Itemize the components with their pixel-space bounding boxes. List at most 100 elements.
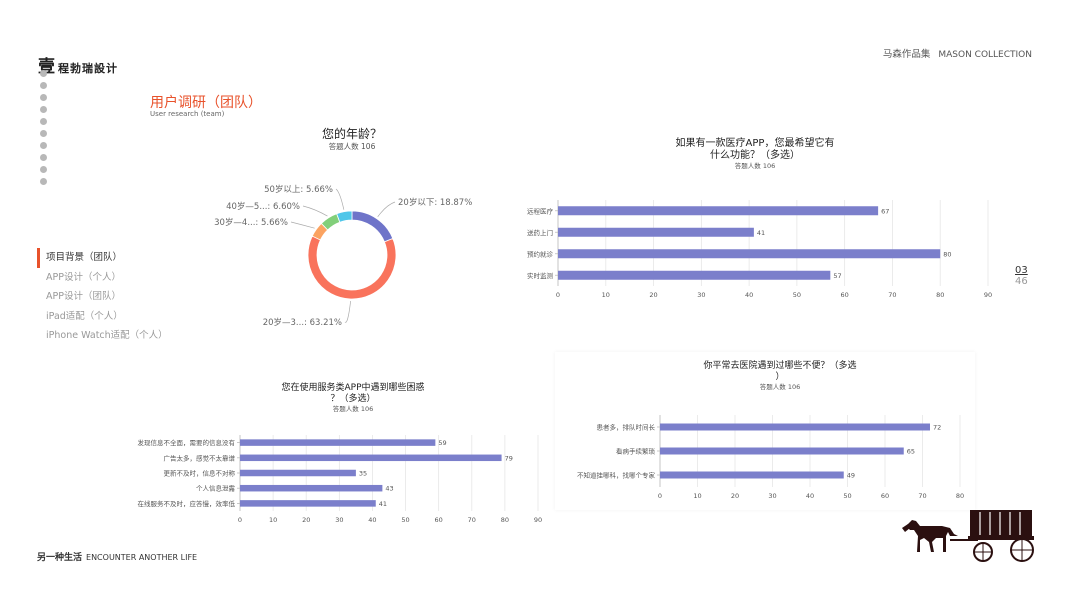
bar-0 xyxy=(558,206,879,216)
footer-cn: 另一种生活 xyxy=(37,553,83,563)
horse-carriage-illustration xyxy=(902,510,1034,562)
bar-2 xyxy=(240,469,356,477)
page-total: 46 xyxy=(1015,276,1028,287)
hospital-bar-chart: 0 10 20 30 40 50 60 70 80 患者多，排队时间长 72 看病手续繁琐 65 不知道挂… xyxy=(577,415,964,500)
feature-chart-heading-2: 什么功能？（多选） xyxy=(710,150,800,161)
value-label-1: 65 xyxy=(907,448,915,456)
donut-label-0: 20岁以下: 18.87% xyxy=(398,197,472,208)
brand-cn: 马森作品集 xyxy=(882,49,931,60)
nav-item-watch[interactable]: iPhone Watch适配（个人） xyxy=(46,330,168,341)
decorative-dots xyxy=(40,70,48,190)
x-tick-label-6: 60 xyxy=(435,516,443,524)
logo: 壹程勃瑞設计 xyxy=(38,52,118,77)
x-tick-label-2: 20 xyxy=(302,516,310,524)
logo-text: 程勃瑞設计 xyxy=(58,62,118,75)
category-label-1: 广告太多，感觉不太靠谱 xyxy=(164,453,236,462)
value-label-2: 80 xyxy=(943,250,951,258)
category-label-2: 预约就诊 xyxy=(527,249,554,258)
feature-chart-respondents: 答题人数 106 xyxy=(734,162,776,170)
page-subtitle: User research (team) xyxy=(150,110,225,118)
brand-en: MASON COLLECTION xyxy=(938,50,1032,60)
bar-2 xyxy=(558,249,941,259)
x-tick-label-0: 0 xyxy=(238,516,242,524)
x-tick-label-3: 30 xyxy=(697,291,705,299)
bar-2 xyxy=(660,471,844,479)
value-label-1: 79 xyxy=(505,454,513,462)
confusion-chart-heading-1: 您在使用服务类APP中遇到哪些困惑 xyxy=(281,383,425,393)
x-tick-label-6: 60 xyxy=(881,492,889,500)
hospital-chart-heading-1: 你平常去医院遇到过哪些不便？（多选 xyxy=(703,361,857,371)
donut-label-3: 40岁—5...: 6.60% xyxy=(226,201,300,212)
value-label-4: 41 xyxy=(379,500,387,508)
feature-chart-heading-1: 如果有一款医疗APP，您最希望它有 xyxy=(675,138,835,149)
age-chart-title: 您的年龄？ 答题人数 106 xyxy=(252,127,452,151)
x-tick-label-5: 50 xyxy=(793,291,801,299)
bar-1 xyxy=(660,447,904,455)
donut-label-2: 30岁—4...: 5.66% xyxy=(214,217,288,228)
category-label-0: 患者多，排队时间长 xyxy=(597,423,656,432)
x-tick-label-5: 50 xyxy=(401,516,409,524)
x-tick-label-0: 0 xyxy=(658,492,662,500)
nav-item-ipad[interactable]: iPad适配（个人） xyxy=(46,310,123,322)
hospital-panel xyxy=(555,352,975,510)
x-tick-label-8: 80 xyxy=(501,516,509,524)
value-label-2: 49 xyxy=(847,472,855,480)
donut-slice-1 xyxy=(307,235,397,300)
footer-slogan: 另一种生活 ENCOUNTER ANOTHER LIFE xyxy=(37,550,197,563)
page-current[interactable]: 03 xyxy=(1015,265,1028,276)
nav-item-app-personal[interactable]: APP设计（个人） xyxy=(46,271,121,283)
x-tick-label-7: 70 xyxy=(918,492,926,500)
donut-leader-0 xyxy=(377,201,396,218)
x-tick-label-1: 10 xyxy=(693,492,701,500)
category-label-1: 看病手续繁琐 xyxy=(616,447,656,456)
bar-3 xyxy=(240,484,383,492)
donut-leader-2 xyxy=(290,221,315,229)
age-chart-respondents: 答题人数 106 xyxy=(328,142,376,151)
pagination: 03 46 xyxy=(1015,265,1028,287)
hospital-chart-heading-2: ） xyxy=(775,372,785,382)
donut-leader-4 xyxy=(335,188,345,210)
bar-0 xyxy=(240,439,436,446)
bar-0 xyxy=(660,423,930,431)
value-label-1: 41 xyxy=(757,229,765,237)
feature-bar-chart: 0 10 20 30 40 50 60 70 80 90 远程医疗 67 送药上门 41 预约就诊 80 实时监… xyxy=(527,200,992,299)
x-tick-label-5: 50 xyxy=(843,492,851,500)
bar-1 xyxy=(558,227,754,237)
x-tick-label-7: 70 xyxy=(888,291,896,299)
age-donut-chart: 20岁以下: 18.87% 20岁—3...: 63.21% 30岁—4...: 5… xyxy=(214,184,472,328)
confusion-chart-heading-2: ？（多选） xyxy=(330,394,376,404)
category-label-2: 更新不及时，信息不对称 xyxy=(164,469,236,478)
bar-1 xyxy=(240,454,502,462)
nav-item-background[interactable]: 项目背景（团队） xyxy=(37,248,168,268)
page-title: 用户调研（团队） xyxy=(150,95,262,111)
category-label-1: 送药上门 xyxy=(527,228,553,237)
brand-header: 马森作品集 MASON COLLECTION xyxy=(883,46,1032,60)
x-tick-label-8: 80 xyxy=(936,291,944,299)
x-tick-label-1: 10 xyxy=(602,291,610,299)
x-tick-label-4: 40 xyxy=(745,291,753,299)
category-label-3: 实时监测 xyxy=(527,271,554,280)
hospital-chart-respondents: 答题人数 106 xyxy=(759,383,801,391)
bar-4 xyxy=(240,500,376,507)
donut-leader-3 xyxy=(302,205,328,217)
value-label-2: 35 xyxy=(359,470,367,478)
x-tick-label-6: 60 xyxy=(841,291,849,299)
category-label-0: 发现信息不全面，需要的信息没有 xyxy=(138,438,236,447)
side-nav: 项目背景（团队） APP设计（个人） APP设计（团队） iPad适配（个人） … xyxy=(37,248,168,346)
bar-3 xyxy=(558,270,831,280)
nav-item-app-team[interactable]: APP设计（团队） xyxy=(46,291,121,302)
x-tick-label-7: 70 xyxy=(468,516,476,524)
x-tick-label-3: 30 xyxy=(335,516,343,524)
donut-label-1: 20岁—3...: 63.21% xyxy=(263,317,342,328)
donut-label-4: 50岁以上: 5.66% xyxy=(264,184,333,195)
x-tick-label-0: 0 xyxy=(556,291,560,299)
confusion-chart-title: 您在使用服务类APP中遇到哪些困惑 ？（多选） 答题人数 106 xyxy=(243,383,463,414)
x-tick-label-2: 20 xyxy=(649,291,657,299)
x-tick-label-9: 90 xyxy=(534,516,542,524)
age-chart-heading: 您的年龄？ xyxy=(321,127,382,141)
x-tick-label-4: 40 xyxy=(806,492,814,500)
x-tick-label-8: 80 xyxy=(956,492,964,500)
donut-leader-1 xyxy=(344,300,351,323)
x-tick-label-2: 20 xyxy=(731,492,739,500)
x-tick-label-4: 40 xyxy=(368,516,376,524)
